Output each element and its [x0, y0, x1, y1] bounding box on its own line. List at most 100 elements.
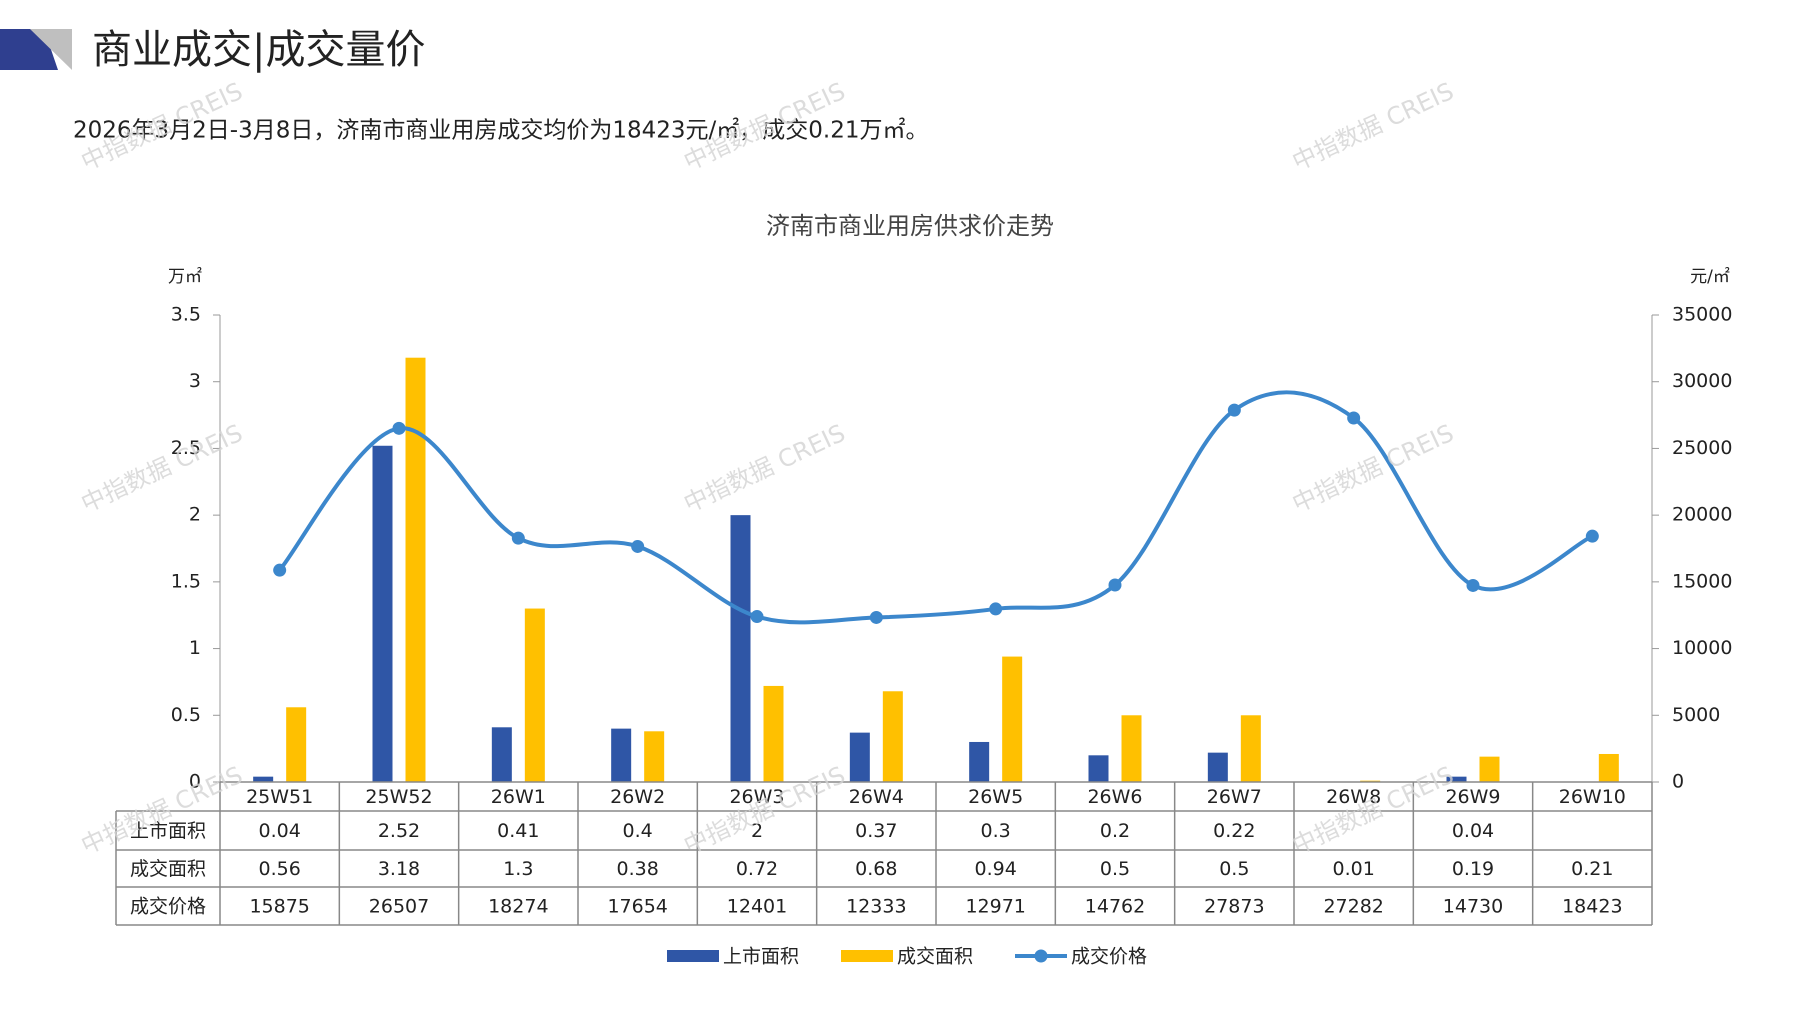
price-marker [750, 610, 764, 624]
table-cell: 0.56 [259, 858, 301, 880]
legend-label: 上市面积 [723, 946, 799, 968]
table-cell: 27873 [1204, 896, 1264, 918]
y-tick-label: 0 [189, 771, 201, 793]
watermark: 中指数据 CREIS [680, 419, 850, 518]
table-cell: 0.04 [259, 820, 301, 842]
table-cell: 0.04 [1452, 820, 1494, 842]
table-row-label: 成交面积 [130, 858, 206, 880]
table-cell: 0.3 [981, 820, 1011, 842]
table-cell: 0.01 [1333, 858, 1375, 880]
bar [1240, 715, 1261, 782]
y-tick-label: 2 [189, 504, 201, 526]
x-tick-label: 26W2 [610, 786, 665, 808]
table-row-label: 成交价格 [130, 896, 206, 918]
bar [969, 741, 990, 782]
table-cell: 0.68 [855, 858, 897, 880]
bar [372, 445, 393, 782]
table-cell: 0.72 [736, 858, 778, 880]
chart-title: 济南市商业用房供求价走势 [766, 212, 1054, 240]
table-cell: 18274 [488, 896, 548, 918]
y-tick-label: 3 [189, 370, 201, 392]
y2-tick-label: 20000 [1672, 504, 1732, 526]
header-shape [30, 29, 72, 70]
bar [763, 685, 784, 782]
bar [882, 691, 903, 782]
table-cell: 26507 [369, 896, 429, 918]
bar [286, 707, 307, 782]
y2-tick-label: 0 [1672, 771, 1684, 793]
bar [405, 357, 426, 782]
legend-swatch [841, 950, 893, 962]
page-title: 商业成交|成交量价 [92, 27, 425, 73]
y2-axis-label: 元/㎡ [1690, 267, 1730, 287]
table-cell: 1.3 [503, 858, 533, 880]
bar [491, 727, 512, 782]
table-cell: 12971 [965, 896, 1025, 918]
table-cell: 15875 [249, 896, 309, 918]
table-row-label: 上市面积 [130, 820, 206, 842]
x-tick-label: 26W8 [1326, 786, 1381, 808]
price-marker [1108, 578, 1122, 592]
table-cell: 17654 [607, 896, 667, 918]
table-cell: 0.22 [1213, 820, 1255, 842]
watermark: 中指数据 CREIS [1288, 77, 1458, 176]
price-line [278, 390, 1594, 625]
watermark: 中指数据 CREIS [1288, 419, 1458, 518]
table-cell: 0.5 [1100, 858, 1130, 880]
y-axis-label: 万㎡ [168, 267, 202, 287]
bar [1598, 753, 1619, 782]
price-marker [869, 610, 883, 624]
legend-label: 成交面积 [897, 946, 973, 968]
price-marker [1585, 529, 1599, 543]
table-cell: 0.2 [1100, 820, 1130, 842]
price-marker [1227, 403, 1241, 417]
legend-swatch [1034, 949, 1048, 963]
price-marker [631, 539, 645, 553]
y2-tick-label: 5000 [1672, 704, 1720, 726]
table-cell: 14762 [1085, 896, 1145, 918]
price-marker [511, 531, 525, 545]
x-tick-label: 26W1 [491, 786, 546, 808]
table-cell: 2 [751, 820, 763, 842]
table-cell: 0.37 [855, 820, 897, 842]
table-cell: 0.41 [497, 820, 539, 842]
table-cell: 0.94 [975, 858, 1017, 880]
table-cell: 12401 [727, 896, 787, 918]
price-marker [392, 421, 406, 435]
x-tick-label: 26W5 [968, 786, 1023, 808]
table-cell: 0.21 [1571, 858, 1613, 880]
bar [611, 728, 632, 782]
x-tick-label: 26W10 [1559, 786, 1626, 808]
bar [1088, 755, 1109, 782]
legend-swatch [667, 950, 719, 962]
bar [1479, 756, 1500, 782]
y-tick-label: 2.5 [171, 437, 201, 459]
y2-tick-label: 10000 [1672, 637, 1732, 659]
y2-tick-label: 30000 [1672, 370, 1732, 392]
x-tick-label: 26W3 [729, 786, 784, 808]
bar [1207, 752, 1228, 782]
price-marker [273, 563, 287, 577]
bar [1121, 715, 1142, 782]
x-tick-label: 26W4 [849, 786, 904, 808]
y-tick-label: 0.5 [171, 704, 201, 726]
y-tick-label: 1 [189, 637, 201, 659]
table-cell: 2.52 [378, 820, 420, 842]
y2-tick-label: 25000 [1672, 437, 1732, 459]
table-cell: 18423 [1562, 896, 1622, 918]
y-tick-label: 3.5 [171, 304, 201, 326]
table-cell: 27282 [1323, 896, 1383, 918]
x-tick-label: 26W6 [1087, 786, 1142, 808]
x-tick-label: 26W9 [1445, 786, 1500, 808]
table-cell: 0.38 [617, 858, 659, 880]
price-marker [1347, 411, 1361, 425]
bar [849, 732, 870, 782]
table-cell: 0.4 [623, 820, 653, 842]
bar [1002, 656, 1023, 782]
y2-tick-label: 15000 [1672, 570, 1732, 592]
bar [524, 608, 545, 782]
bar [1446, 776, 1467, 782]
price-marker [1466, 578, 1480, 592]
